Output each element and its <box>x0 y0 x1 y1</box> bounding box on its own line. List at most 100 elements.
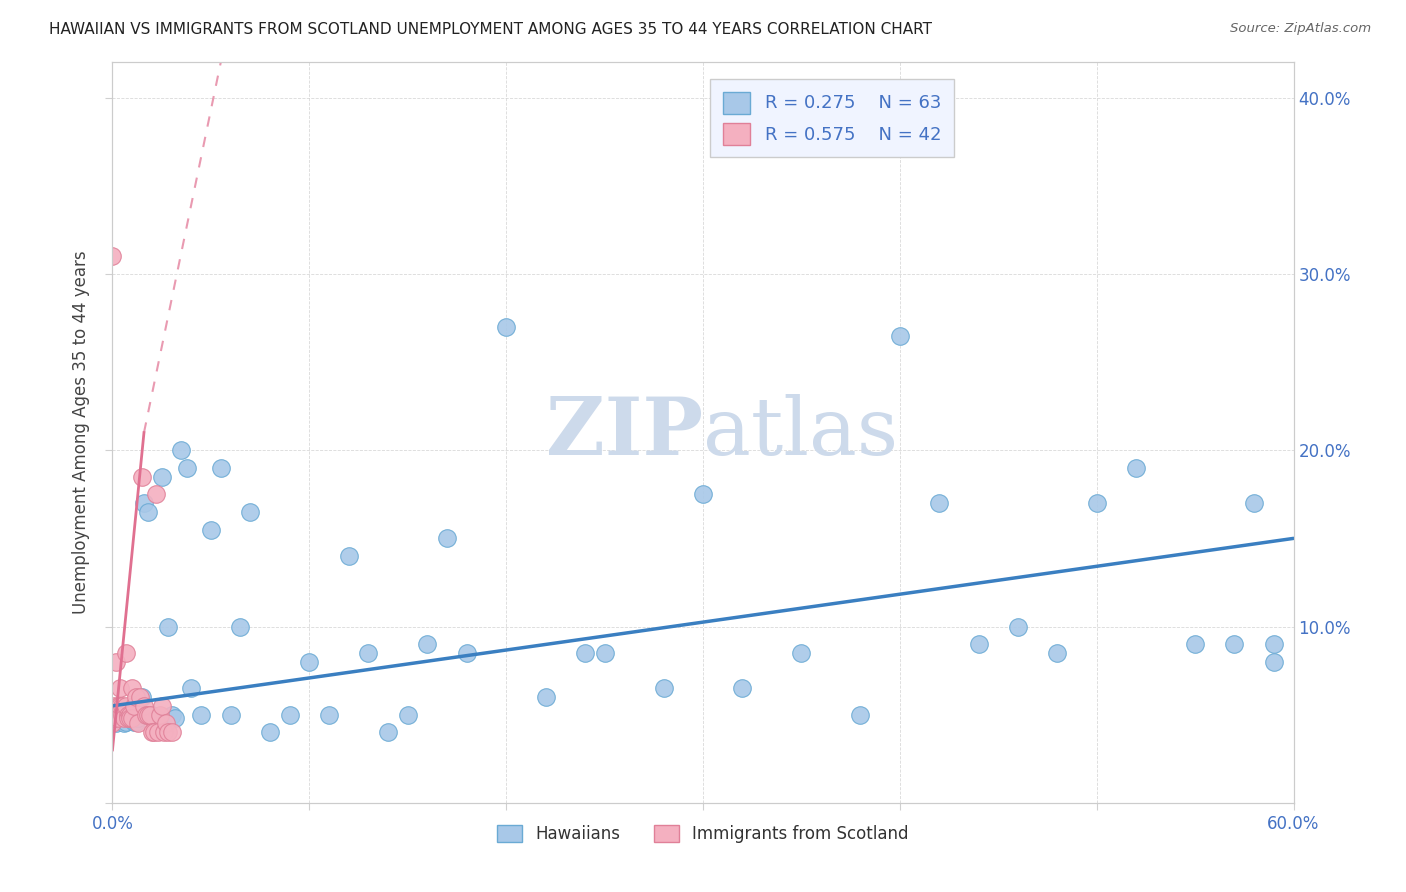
Point <box>146 725 169 739</box>
Point <box>103 698 125 713</box>
Point <box>117 707 139 722</box>
Legend: Hawaiians, Immigrants from Scotland: Hawaiians, Immigrants from Scotland <box>491 819 915 850</box>
Y-axis label: Unemployment Among Ages 35 to 44 years: Unemployment Among Ages 35 to 44 years <box>72 251 90 615</box>
Point <box>145 487 167 501</box>
Point <box>129 690 152 704</box>
Point <box>142 725 165 739</box>
Point <box>152 725 174 739</box>
Point <box>170 443 193 458</box>
Point <box>790 646 813 660</box>
Point <box>337 549 360 563</box>
Point <box>103 707 125 722</box>
Point <box>103 711 125 725</box>
Point <box>107 698 129 713</box>
Point <box>139 707 162 722</box>
Point <box>125 690 148 704</box>
Point <box>160 707 183 722</box>
Point <box>136 505 159 519</box>
Point <box>131 469 153 483</box>
Point <box>105 707 128 722</box>
Point <box>593 646 616 660</box>
Point <box>156 619 179 633</box>
Point <box>112 711 135 725</box>
Point <box>209 461 232 475</box>
Point <box>1085 496 1108 510</box>
Point <box>127 711 149 725</box>
Point <box>105 655 128 669</box>
Point <box>112 716 135 731</box>
Point <box>121 707 143 722</box>
Point <box>318 707 340 722</box>
Point <box>849 707 872 722</box>
Point <box>120 707 142 722</box>
Point <box>495 319 517 334</box>
Point <box>160 725 183 739</box>
Point <box>534 690 557 704</box>
Point <box>156 725 179 739</box>
Point <box>1263 637 1285 651</box>
Point <box>127 716 149 731</box>
Point <box>1125 461 1147 475</box>
Point <box>436 532 458 546</box>
Point <box>117 711 139 725</box>
Point <box>120 711 142 725</box>
Point <box>889 328 911 343</box>
Point <box>135 707 157 722</box>
Point <box>219 707 242 722</box>
Point <box>145 711 167 725</box>
Text: Source: ZipAtlas.com: Source: ZipAtlas.com <box>1230 22 1371 36</box>
Point <box>259 725 281 739</box>
Point <box>110 711 132 725</box>
Point <box>1007 619 1029 633</box>
Point <box>111 707 134 722</box>
Point <box>131 690 153 704</box>
Point <box>200 523 222 537</box>
Point <box>731 681 754 696</box>
Point <box>456 646 478 660</box>
Point <box>396 707 419 722</box>
Text: ZIP: ZIP <box>546 393 703 472</box>
Point <box>149 707 172 722</box>
Point <box>115 646 138 660</box>
Point <box>190 707 212 722</box>
Point <box>103 707 125 722</box>
Point <box>110 698 132 713</box>
Point <box>1046 646 1069 660</box>
Point <box>112 707 135 722</box>
Point <box>150 469 173 483</box>
Point <box>377 725 399 739</box>
Point <box>141 725 163 739</box>
Point <box>115 698 138 713</box>
Point <box>111 698 134 713</box>
Point <box>101 716 124 731</box>
Point <box>150 698 173 713</box>
Point <box>107 707 129 722</box>
Text: atlas: atlas <box>703 393 898 472</box>
Point <box>1184 637 1206 651</box>
Point <box>574 646 596 660</box>
Point <box>136 707 159 722</box>
Point <box>1223 637 1246 651</box>
Point <box>122 714 145 729</box>
Point <box>692 487 714 501</box>
Point <box>1243 496 1265 510</box>
Point <box>132 698 155 713</box>
Point <box>155 716 177 731</box>
Point <box>278 707 301 722</box>
Point <box>107 711 129 725</box>
Point <box>357 646 380 660</box>
Point <box>122 698 145 713</box>
Text: HAWAIIAN VS IMMIGRANTS FROM SCOTLAND UNEMPLOYMENT AMONG AGES 35 TO 44 YEARS CORR: HAWAIIAN VS IMMIGRANTS FROM SCOTLAND UNE… <box>49 22 932 37</box>
Point <box>117 707 139 722</box>
Point <box>121 681 143 696</box>
Point <box>180 681 202 696</box>
Point <box>115 714 138 729</box>
Point <box>101 249 124 263</box>
Point <box>967 637 990 651</box>
Point <box>120 711 142 725</box>
Point <box>141 707 163 722</box>
Point <box>121 711 143 725</box>
Point <box>1263 655 1285 669</box>
Point <box>229 619 252 633</box>
Point <box>652 681 675 696</box>
